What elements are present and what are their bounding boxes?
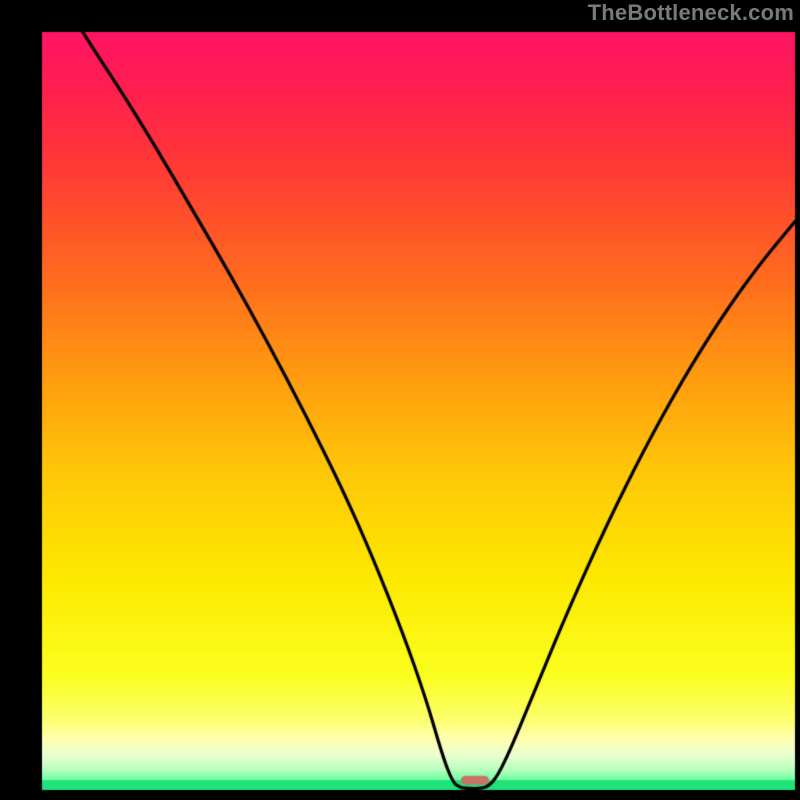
watermark-text: TheBottleneck.com: [588, 0, 794, 26]
bottleneck-chart: [0, 0, 800, 800]
